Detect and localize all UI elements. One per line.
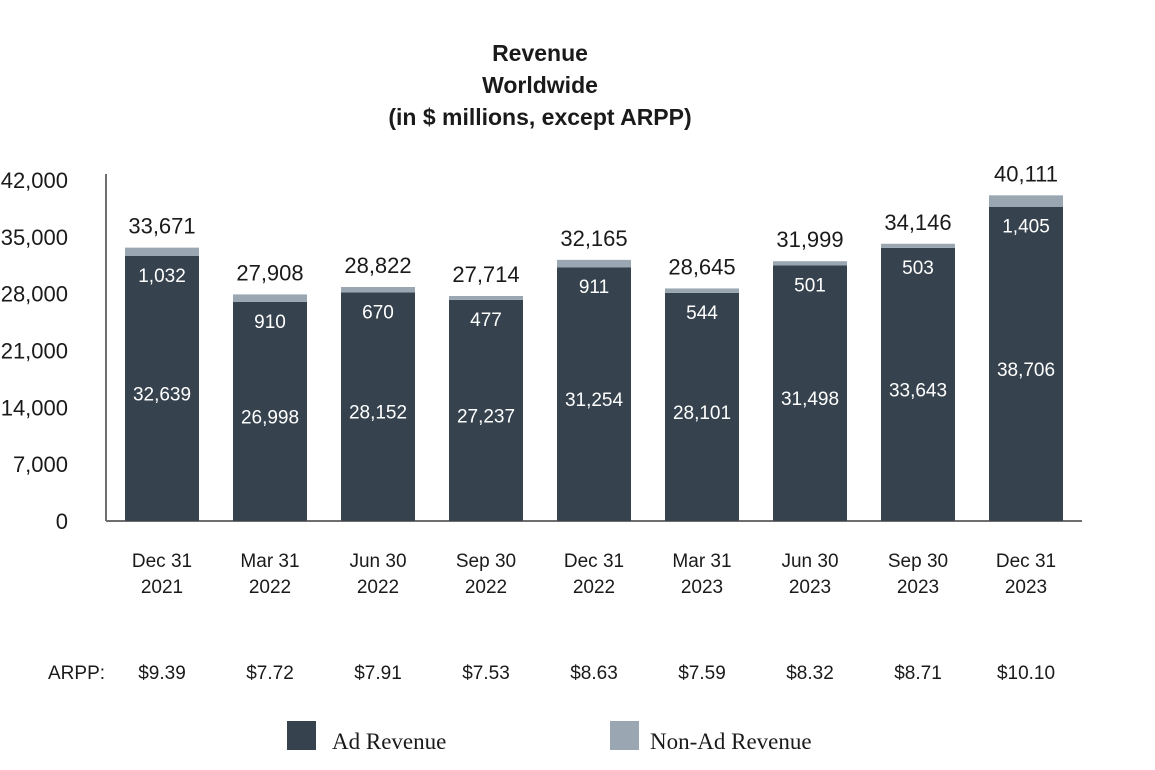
non-ad-value-label: 503: [902, 258, 934, 279]
chart-units-note: (in $ millions, except ARPP): [388, 104, 692, 130]
non-ad-value-label: 1,405: [1002, 217, 1050, 238]
bar-ad-revenue: [989, 206, 1063, 521]
x-category-label: Mar 31: [240, 551, 299, 572]
non-ad-value-label: 477: [470, 310, 502, 331]
non-ad-value-label: 911: [579, 277, 609, 298]
chart-title: Revenue: [492, 40, 588, 66]
arpp-value: $7.91: [354, 663, 402, 684]
arpp-value: $7.72: [246, 663, 294, 684]
arpp-value: $7.53: [462, 663, 510, 684]
legend-label-ad-revenue: Ad Revenue: [332, 729, 446, 754]
ad-value-label: 33,643: [889, 380, 947, 401]
x-category-label: Sep 30: [888, 551, 948, 572]
legend-swatch-non-ad-revenue: [610, 721, 639, 750]
bar-ad-revenue: [125, 256, 199, 521]
bar-ad-revenue: [449, 299, 523, 521]
ad-value-label: 28,152: [349, 403, 407, 424]
bar-non-ad-revenue: [557, 259, 631, 268]
x-category-year-label: 2022: [465, 577, 507, 598]
total-value-label: 33,671: [128, 214, 195, 239]
x-category-label: Jun 30: [349, 551, 406, 572]
ad-value-label: 26,998: [241, 407, 299, 428]
y-tick-label: 0: [56, 509, 68, 534]
arpp-value: $7.59: [678, 663, 726, 684]
non-ad-value-label: 501: [794, 275, 826, 296]
total-value-label: 28,645: [668, 254, 735, 279]
bar-ad-revenue: [881, 247, 955, 521]
bar-ad-revenue: [233, 301, 307, 521]
x-category-year-label: 2023: [897, 577, 939, 598]
legend-label-non-ad-revenue: Non-Ad Revenue: [650, 729, 812, 754]
bar-non-ad-revenue: [341, 286, 415, 293]
y-tick-label: 7,000: [13, 452, 68, 477]
y-tick-label: 21,000: [1, 339, 68, 364]
ad-value-label: 38,706: [997, 360, 1055, 381]
arpp-value: $8.71: [894, 663, 942, 684]
x-category-year-label: 2023: [1005, 577, 1047, 598]
x-category-year-label: 2023: [681, 577, 723, 598]
total-value-label: 40,111: [994, 161, 1058, 186]
x-category-label: Dec 31: [564, 551, 624, 572]
ad-value-label: 31,254: [565, 390, 624, 411]
x-category-label: Mar 31: [672, 551, 731, 572]
x-category-year-label: 2022: [573, 577, 615, 598]
bar-ad-revenue: [665, 292, 739, 521]
non-ad-value-label: 670: [362, 302, 394, 323]
bar-non-ad-revenue: [665, 288, 739, 293]
arpp-value: $9.39: [138, 663, 186, 684]
arpp-value: $8.32: [786, 663, 834, 684]
y-tick-label: 35,000: [1, 225, 68, 250]
chart-subtitle: Worldwide: [482, 72, 598, 98]
non-ad-value-label: 1,032: [138, 266, 186, 287]
total-value-label: 34,146: [884, 210, 951, 235]
legend-swatch-ad-revenue: [287, 721, 316, 750]
y-tick-label: 42,000: [1, 168, 68, 193]
ad-value-label: 32,639: [133, 385, 191, 406]
bar-ad-revenue: [557, 267, 631, 521]
bar-non-ad-revenue: [881, 243, 955, 248]
bar-non-ad-revenue: [125, 247, 199, 257]
bar-non-ad-revenue: [449, 295, 523, 300]
x-category-year-label: 2023: [789, 577, 831, 598]
x-category-label: Dec 31: [132, 551, 192, 572]
x-category-label: Jun 30: [781, 551, 838, 572]
x-category-year-label: 2022: [249, 577, 291, 598]
bar-non-ad-revenue: [773, 261, 847, 266]
total-value-label: 31,999: [776, 227, 843, 252]
arpp-row-label: ARPP:: [48, 663, 105, 684]
y-tick-label: 28,000: [1, 282, 68, 307]
ad-value-label: 31,498: [781, 389, 839, 410]
x-category-year-label: 2022: [357, 577, 399, 598]
bar-non-ad-revenue: [233, 294, 307, 302]
arpp-value: $8.63: [570, 663, 618, 684]
total-value-label: 32,165: [560, 226, 627, 251]
total-value-label: 27,714: [452, 262, 519, 287]
total-value-label: 28,822: [344, 253, 411, 278]
x-category-year-label: 2021: [141, 577, 183, 598]
x-category-label: Sep 30: [456, 551, 516, 572]
bar-ad-revenue: [773, 265, 847, 521]
non-ad-value-label: 544: [686, 303, 718, 324]
ad-value-label: 28,101: [673, 403, 731, 424]
bar-ad-revenue: [341, 292, 415, 521]
ad-value-label: 27,237: [457, 406, 515, 427]
bar-non-ad-revenue: [989, 195, 1063, 207]
total-value-label: 27,908: [236, 260, 303, 285]
non-ad-value-label: 910: [254, 312, 286, 333]
y-tick-label: 14,000: [1, 395, 68, 420]
x-category-label: Dec 31: [996, 551, 1056, 572]
arpp-value: $10.10: [997, 663, 1055, 684]
